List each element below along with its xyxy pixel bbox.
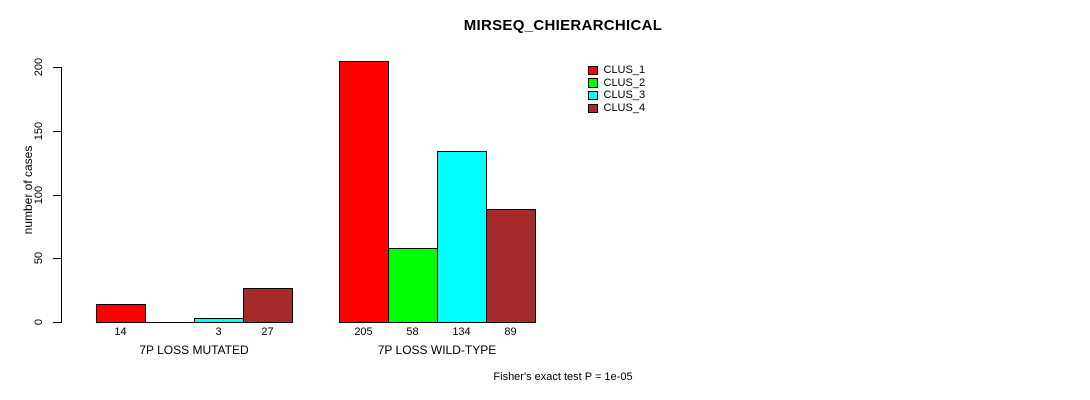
annotation-text: Fisher's exact test P = 1e-05 xyxy=(493,371,633,383)
bar xyxy=(194,318,244,323)
legend-label: CLUS_2 xyxy=(603,76,646,89)
bar xyxy=(243,288,293,323)
x-category-label: 7P LOSS WILD-TYPE xyxy=(377,343,497,357)
legend-swatch xyxy=(588,103,598,114)
y-tick xyxy=(53,67,61,68)
legend-label: CLUS_4 xyxy=(603,101,646,114)
bar-value-label: 3 xyxy=(215,326,222,338)
y-tick xyxy=(53,195,61,196)
legend-item: CLUS_1 xyxy=(588,64,645,77)
bar-value-label: 205 xyxy=(354,326,373,338)
y-axis-line xyxy=(61,67,62,323)
legend-swatch xyxy=(588,90,598,101)
y-tick xyxy=(53,258,61,259)
legend: CLUS_1 CLUS_2 CLUS_3 CLUS_4 xyxy=(588,64,645,115)
y-tick-label: 100 xyxy=(33,185,45,205)
legend-item: CLUS_4 xyxy=(588,102,645,115)
y-tick-label: 150 xyxy=(33,121,45,141)
legend-item: CLUS_2 xyxy=(588,77,645,90)
bar xyxy=(339,61,389,323)
bar-value-label: 89 xyxy=(504,326,517,338)
legend-label: CLUS_3 xyxy=(603,89,646,102)
y-tick-label: 200 xyxy=(33,57,45,77)
y-tick xyxy=(53,131,61,132)
bar xyxy=(96,304,146,323)
legend-swatch xyxy=(588,65,598,76)
bar-value-label: 27 xyxy=(261,326,274,338)
bar-value-label: 134 xyxy=(452,326,471,338)
bar xyxy=(388,248,438,323)
chart-title: MIRSEQ_CHIERARCHICAL xyxy=(463,17,663,34)
bar-value-label: 58 xyxy=(406,326,419,338)
legend-item: CLUS_3 xyxy=(588,89,645,102)
legend-label: CLUS_1 xyxy=(603,63,646,76)
bar xyxy=(486,209,536,323)
y-tick xyxy=(53,322,61,323)
y-tick-label: 0 xyxy=(33,318,45,326)
x-category-label: 7P LOSS MUTATED xyxy=(139,343,249,357)
bar-value-label: 14 xyxy=(114,326,127,338)
bar xyxy=(437,151,487,323)
y-tick-label: 50 xyxy=(33,251,45,265)
legend-swatch xyxy=(588,78,598,88)
